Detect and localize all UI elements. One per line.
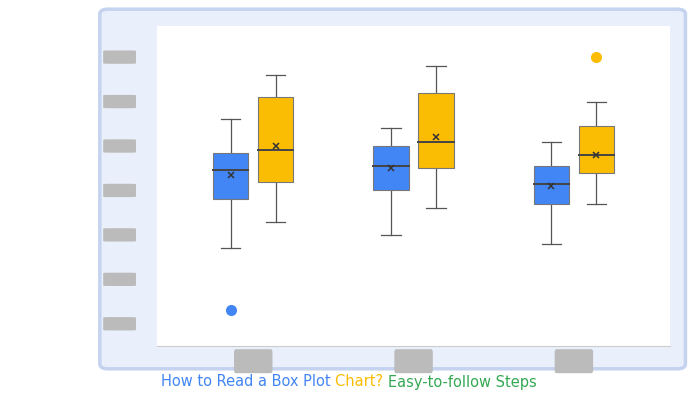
FancyBboxPatch shape [234, 349, 272, 373]
Bar [534, 166, 569, 204]
FancyBboxPatch shape [103, 273, 136, 286]
FancyBboxPatch shape [103, 228, 136, 242]
Bar [418, 93, 454, 168]
FancyBboxPatch shape [103, 139, 136, 153]
FancyBboxPatch shape [555, 349, 593, 373]
FancyBboxPatch shape [103, 95, 136, 108]
FancyBboxPatch shape [103, 50, 136, 64]
FancyBboxPatch shape [394, 349, 433, 373]
Text: How to Read a Box Plot: How to Read a Box Plot [161, 374, 335, 390]
Bar [579, 126, 614, 173]
Bar [258, 97, 293, 182]
Text: Chart?: Chart? [335, 374, 388, 390]
FancyBboxPatch shape [103, 184, 136, 197]
FancyBboxPatch shape [103, 317, 136, 330]
Bar [373, 146, 409, 190]
Text: Easy-to-follow Steps: Easy-to-follow Steps [388, 374, 537, 390]
Bar [213, 153, 248, 199]
